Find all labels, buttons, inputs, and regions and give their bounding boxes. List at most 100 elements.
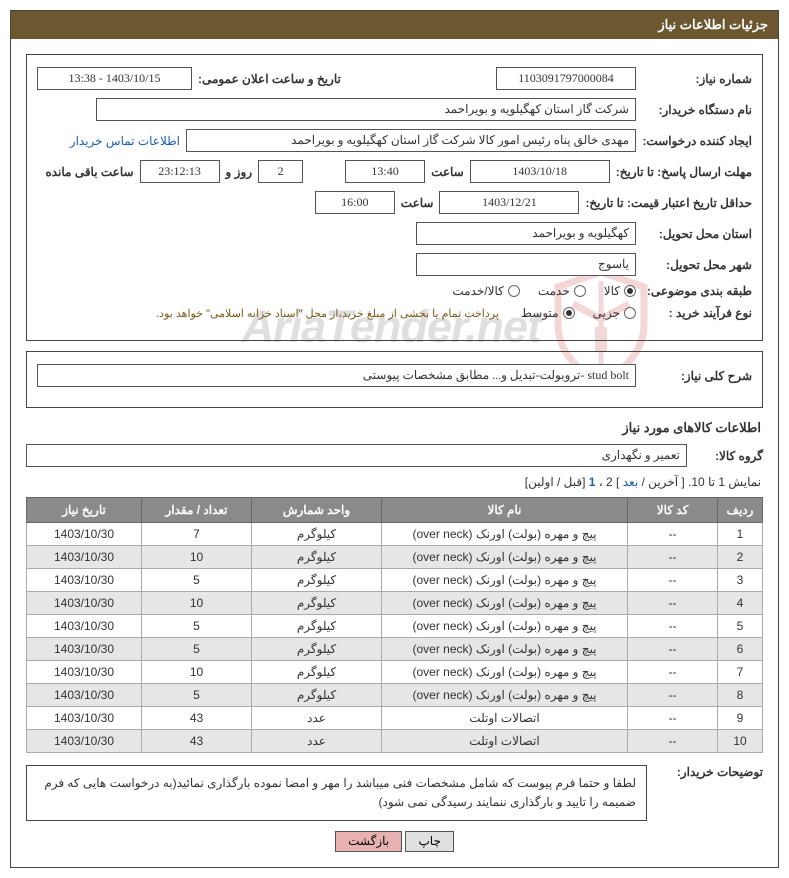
col-name: نام کالا [382, 498, 628, 523]
table-cell: -- [628, 523, 718, 546]
table-cell: 4 [718, 592, 763, 615]
table-cell: -- [628, 592, 718, 615]
table-cell: عدد [252, 707, 382, 730]
table-cell: 1403/10/30 [27, 661, 142, 684]
pagination-next[interactable]: بعد [623, 475, 638, 489]
table-cell: -- [628, 684, 718, 707]
requester: مهدی خالق پناه رئیس امور کالا شرکت گاز ا… [186, 129, 636, 152]
table-cell: 2 [718, 546, 763, 569]
page-title: جزئیات اطلاعات نیاز [11, 11, 778, 39]
col-unit: واحد شمارش [252, 498, 382, 523]
table-cell: 1 [718, 523, 763, 546]
pagination-current[interactable]: 1 [589, 475, 596, 489]
table-cell: 43 [142, 730, 252, 753]
radio-icon [563, 307, 575, 319]
print-button[interactable]: چاپ [405, 831, 453, 852]
category-radios: کالا خدمت کالا/خدمت [452, 284, 636, 298]
price-validity-time: 16:00 [315, 191, 395, 214]
table-cell: کیلوگرم [252, 569, 382, 592]
pagination: نمایش 1 تا 10. [ آخرین / بعد ] 2 ، 1 [قب… [28, 475, 761, 489]
table-cell: عدد [252, 730, 382, 753]
general-desc: stud bolt -تروبولت-تبدیل و... مطابق مشخص… [37, 364, 636, 387]
goods-table: ردیف کد کالا نام کالا واحد شمارش تعداد /… [26, 497, 763, 753]
table-cell: 10 [142, 661, 252, 684]
table-row: 1--پیچ و مهره (بولت) اورنک (over neck)کی… [27, 523, 763, 546]
table-cell: 3 [718, 569, 763, 592]
delivery-city: یاسوج [416, 253, 636, 276]
back-button[interactable]: بازگشت [335, 831, 402, 852]
table-row: 4--پیچ و مهره (بولت) اورنک (over neck)کی… [27, 592, 763, 615]
need-number: 1103091797000084 [496, 67, 636, 90]
pagination-range: نمایش 1 تا 10. [ آخرین / [642, 475, 761, 489]
table-cell: -- [628, 661, 718, 684]
table-header-row: ردیف کد کالا نام کالا واحد شمارش تعداد /… [27, 498, 763, 523]
table-cell: پیچ و مهره (بولت) اورنک (over neck) [382, 661, 628, 684]
table-cell: پیچ و مهره (بولت) اورنک (over neck) [382, 684, 628, 707]
radio-icon [624, 307, 636, 319]
table-cell: 10 [142, 592, 252, 615]
response-date: 1403/10/18 [470, 160, 610, 183]
table-cell: پیچ و مهره (بولت) اورنک (over neck) [382, 638, 628, 661]
pagination-suffix: [قبل / اولین] [525, 475, 586, 489]
table-row: 9--اتصالات اوتلتعدد431403/10/30 [27, 707, 763, 730]
table-cell: 1403/10/30 [27, 546, 142, 569]
pagination-mid: ] 2 ، [599, 475, 620, 489]
table-cell: -- [628, 569, 718, 592]
purchase-type-radios: جزیی متوسط [521, 306, 636, 320]
radio-icon [624, 285, 636, 297]
delivery-province-label: استان محل تحویل: [642, 227, 752, 241]
general-desc-label: شرح کلی نیاز: [642, 369, 752, 383]
table-cell: 5 [142, 638, 252, 661]
purchase-type-label: نوع فرآیند خرید : [642, 306, 752, 320]
table-cell: 1403/10/30 [27, 523, 142, 546]
table-cell: 1403/10/30 [27, 569, 142, 592]
table-cell: کیلوگرم [252, 661, 382, 684]
table-cell: پیچ و مهره (بولت) اورنک (over neck) [382, 569, 628, 592]
goods-group-label: گروه کالا: [693, 449, 763, 463]
table-cell: -- [628, 615, 718, 638]
table-cell: 1403/10/30 [27, 615, 142, 638]
radio-goods[interactable]: کالا [604, 284, 636, 298]
table-cell: کیلوگرم [252, 615, 382, 638]
table-cell: 1403/10/30 [27, 684, 142, 707]
table-cell: 1403/10/30 [27, 730, 142, 753]
table-cell: پیچ و مهره (بولت) اورنک (over neck) [382, 592, 628, 615]
table-cell: -- [628, 638, 718, 661]
delivery-city-label: شهر محل تحویل: [642, 258, 752, 272]
response-time: 13:40 [345, 160, 425, 183]
table-row: 8--پیچ و مهره (بولت) اورنک (over neck)کی… [27, 684, 763, 707]
col-date: تاریخ نیاز [27, 498, 142, 523]
goods-group: تعمیر و نگهداری [26, 444, 687, 467]
table-cell: کیلوگرم [252, 546, 382, 569]
col-qty: تعداد / مقدار [142, 498, 252, 523]
table-cell: -- [628, 546, 718, 569]
table-cell: پیچ و مهره (بولت) اورنک (over neck) [382, 523, 628, 546]
table-cell: 5 [142, 569, 252, 592]
table-cell: 7 [142, 523, 252, 546]
table-cell: -- [628, 707, 718, 730]
table-row: 7--پیچ و مهره (بولت) اورنک (over neck)کی… [27, 661, 763, 684]
contact-link[interactable]: اطلاعات تماس خریدار [70, 134, 180, 148]
table-cell: 6 [718, 638, 763, 661]
table-cell: 1403/10/30 [27, 707, 142, 730]
button-bar: چاپ بازگشت [26, 831, 763, 852]
radio-partial[interactable]: جزیی [593, 306, 636, 320]
radio-icon [574, 285, 586, 297]
buyer-notes: لطفا و حتما فرم پیوست که شامل مشخصات فنی… [26, 765, 647, 821]
table-cell: 7 [718, 661, 763, 684]
content-area: AriaTender.net شماره نیاز: 1103091797000… [11, 39, 778, 867]
category-label: طبقه بندی موضوعی: [642, 284, 752, 298]
table-cell: 5 [718, 615, 763, 638]
radio-medium[interactable]: متوسط [521, 306, 575, 320]
col-index: ردیف [718, 498, 763, 523]
radio-both[interactable]: کالا/خدمت [452, 284, 519, 298]
radio-service[interactable]: خدمت [538, 284, 586, 298]
form-section-desc: شرح کلی نیاز: stud bolt -تروبولت-تبدیل و… [26, 351, 763, 408]
days-remaining: 2 [258, 160, 303, 183]
payment-note: پرداخت تمام یا بخشی از مبلغ خرید،از محل … [156, 307, 499, 320]
countdown: 23:12:13 [140, 160, 220, 183]
table-cell: 1403/10/30 [27, 638, 142, 661]
goods-info-title: اطلاعات کالاهای مورد نیاز [28, 420, 761, 436]
buyer-org-label: نام دستگاه خریدار: [642, 103, 752, 117]
table-cell: 5 [142, 684, 252, 707]
